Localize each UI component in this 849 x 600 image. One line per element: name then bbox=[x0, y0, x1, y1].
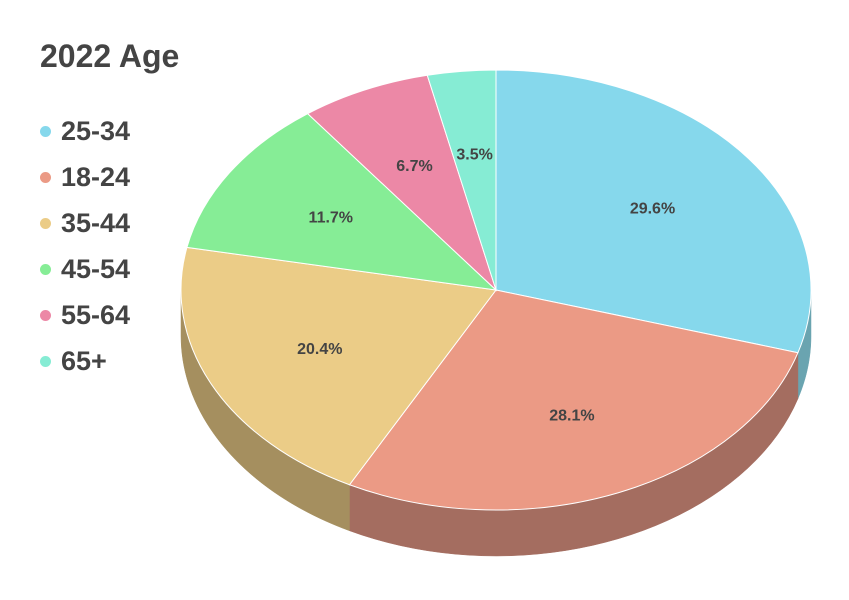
pie-slice bbox=[306, 74, 498, 292]
slice-value-label: 3.5% bbox=[456, 146, 492, 163]
legend-swatch bbox=[40, 217, 51, 229]
legend: 25-34 18-24 35-44 45-54 55-64 65+ bbox=[40, 108, 130, 384]
legend-label: 45-54 bbox=[61, 253, 131, 284]
pie-slice bbox=[495, 69, 812, 354]
slice-value-label: 29.6% bbox=[630, 200, 675, 217]
legend-swatch bbox=[40, 355, 51, 367]
legend-swatch bbox=[40, 125, 51, 137]
legend-label: 25-34 bbox=[61, 115, 131, 146]
pie-slice bbox=[348, 289, 799, 511]
legend-item: 55-64 bbox=[40, 292, 130, 338]
pie-labels: 29.6% 28.1% 20.4% 11.7% 6.7% 3.5% bbox=[297, 146, 675, 424]
legend-label: 55-64 bbox=[61, 299, 131, 330]
legend-swatch bbox=[40, 263, 51, 275]
slice-value-label: 20.4% bbox=[297, 341, 342, 358]
slice-value-label: 11.7% bbox=[309, 209, 353, 226]
legend-item: 45-54 bbox=[40, 246, 130, 292]
slice-value-label: 28.1% bbox=[549, 408, 594, 425]
legend-label: 18-24 bbox=[61, 161, 131, 192]
pie-slice bbox=[426, 69, 497, 291]
chart-title: 2022 Age bbox=[40, 38, 180, 74]
pie-top bbox=[180, 69, 812, 511]
legend-item: 35-44 bbox=[40, 200, 130, 246]
legend-swatch bbox=[40, 171, 51, 183]
slice-value-label: 6.7% bbox=[396, 158, 432, 175]
legend-label: 65+ bbox=[61, 345, 107, 376]
pie-slice bbox=[180, 246, 497, 486]
legend-item: 25-34 bbox=[40, 108, 130, 154]
legend-swatch bbox=[40, 309, 51, 321]
pie-slice bbox=[186, 113, 498, 291]
legend-label: 35-44 bbox=[61, 207, 131, 238]
legend-item: 18-24 bbox=[40, 154, 130, 200]
legend-item: 65+ bbox=[40, 338, 130, 384]
